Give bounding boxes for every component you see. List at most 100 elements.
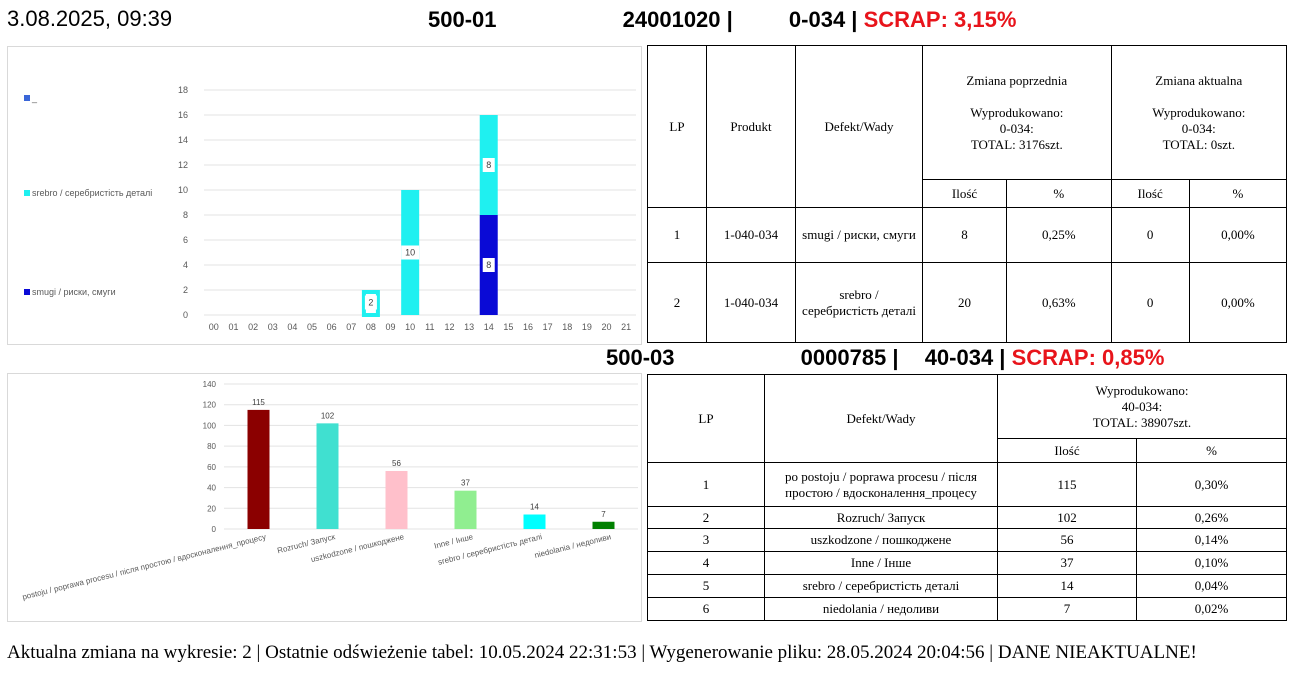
x-tick-label: 00 (209, 322, 219, 332)
th-curr-pct: % (1188, 179, 1288, 208)
legend-swatch (24, 95, 30, 101)
bar (592, 521, 615, 529)
cell-curr-qty: 0 (1110, 207, 1190, 263)
cell-defekt: Rozruch/ Запуск (764, 506, 998, 529)
cell-prev-pct: 0,63% (1006, 262, 1112, 343)
y-tick-label: 14 (178, 135, 188, 145)
cell-curr-pct: 0,00% (1188, 207, 1288, 263)
prev-shift-produced: Wyprodukowano: (970, 104, 1064, 120)
hourly-defects-chart: 0 2 4 6 8 10 12 14 16 18 00 01 02 03 04 05 06 07 08 09 10 11 1… (7, 46, 642, 345)
curr-shift-title: Zmiana aktualna (1155, 72, 1243, 88)
cell-qty: 115 (997, 462, 1137, 507)
th-defekt: Defekt/Wady (764, 374, 998, 463)
y-tick-label: 2 (183, 285, 188, 295)
y-tick-label: 4 (183, 260, 188, 270)
cell-curr-pct: 0,00% (1188, 262, 1288, 343)
x-tick-label: 13 (464, 322, 474, 332)
th-defekt: Defekt/Wady (795, 45, 923, 208)
cell-pct: 0,26% (1136, 506, 1287, 529)
x-tick-label: 12 (444, 322, 454, 332)
table-row: 1 po postoju / poprawa procesu / після п… (647, 462, 1287, 507)
y-tick-label: 140 (203, 380, 217, 389)
cell-qty: 56 (997, 528, 1137, 552)
data-label: 37 (461, 479, 470, 488)
bar (316, 423, 339, 529)
th-pct: % (1136, 438, 1287, 463)
cell-defekt: srebro / серебристість деталі (764, 574, 998, 598)
th-prev-qty: Ilość (921, 179, 1008, 208)
table-row: 4 Inne / Інше 37 0,10% (647, 551, 1287, 575)
x-tick-label: 20 (602, 322, 612, 332)
y-tick-label: 100 (203, 421, 217, 430)
header-2-scrap: SCRAP: 0,85% (1011, 345, 1165, 370)
x-tick-label: 10 (405, 322, 415, 332)
cell-pct: 0,04% (1136, 574, 1287, 598)
th-curr-qty: Ilość (1110, 179, 1190, 208)
cell-pct: 0,30% (1136, 462, 1287, 507)
cell-lp: 2 (647, 506, 765, 529)
x-tick-label: 08 (366, 322, 376, 332)
y-tick-label: 10 (178, 185, 188, 195)
cell-pct: 0,14% (1136, 528, 1287, 552)
y-tick-label: 120 (203, 401, 217, 410)
x-tick-label: 19 (582, 322, 592, 332)
table-row: 2 1-040-034 srebro / серебристість детал… (647, 262, 1288, 343)
y-tick-label: 40 (207, 484, 216, 493)
cell-pct: 0,10% (1136, 551, 1287, 575)
bar (523, 514, 546, 529)
cell-lp: 6 (647, 597, 765, 621)
header-2-part2: 0000785 | (800, 345, 899, 370)
cell-produkt: 1-040-034 (706, 262, 796, 343)
x-tick-label: 04 (287, 322, 297, 332)
cell-lp: 3 (647, 528, 765, 552)
data-label-bg (482, 258, 495, 272)
produced-part: 40-034: (1121, 398, 1163, 414)
header-1-part1: 500-01 (428, 7, 497, 32)
x-tick-label: 07 (346, 322, 356, 332)
legend-label: srebro / серебристість деталі (32, 188, 152, 198)
data-label: 102 (321, 411, 335, 420)
data-label: 10 (405, 248, 415, 258)
x-tick-label: 06 (327, 322, 337, 332)
table-current-shift: LP Produkt Defekt/Wady Zmiana poprzednia… (647, 45, 1288, 343)
x-tick-label: 14 (484, 322, 494, 332)
legend-label: _ (31, 93, 38, 103)
x-tick-label: 21 (621, 322, 631, 332)
x-tick-label: postoju / poprawa procesu / після просто… (21, 532, 267, 601)
table-row: 3 uszkodzone / пошкоджене 56 0,14% (647, 528, 1287, 552)
y-tick-label: 16 (178, 110, 188, 120)
x-tick-label: 11 (425, 322, 434, 332)
produced-total: TOTAL: 38907szt. (1092, 414, 1192, 430)
table-row: 6 niedolania / недоливи 7 0,02% (647, 597, 1287, 621)
cell-defekt: uszkodzone / пошкоджене (764, 528, 998, 552)
data-label: 8 (486, 260, 491, 270)
prev-shift-total: TOTAL: 3176szt. (970, 136, 1063, 152)
legend-swatch (24, 190, 30, 196)
th-lp: LP (647, 45, 707, 208)
data-label: 115 (252, 398, 265, 407)
th-prev-shift: Zmiana poprzednia Wyprodukowano: 0-034: … (922, 45, 1112, 180)
legend-swatch (24, 289, 30, 295)
cell-curr-qty: 0 (1110, 262, 1190, 343)
prev-shift-title: Zmiana poprzednia (966, 72, 1068, 88)
data-label-bg (364, 295, 377, 310)
x-tick-label: niedolania / недоливи (534, 532, 612, 560)
bar (247, 409, 270, 529)
cell-qty: 7 (997, 597, 1137, 621)
bar (454, 490, 477, 529)
cell-prev-qty: 20 (921, 262, 1008, 343)
x-tick-label: 02 (248, 322, 258, 332)
prev-shift-part: 0-034: (999, 120, 1034, 136)
y-tick-label: 60 (207, 463, 216, 472)
header-line-1: 500-01 24001020 | 0-034 | SCRAP: 3,15% (428, 7, 1016, 33)
data-label: 56 (392, 459, 401, 468)
cell-defekt: Inne / Інше (764, 551, 998, 575)
data-label: 7 (601, 510, 606, 519)
y-tick-label: 8 (183, 210, 188, 220)
y-tick-label: 0 (212, 525, 217, 534)
y-tick-label: 0 (183, 310, 188, 320)
data-label-bg (482, 158, 495, 172)
x-tick-label: 15 (503, 322, 513, 332)
data-label: 14 (530, 503, 539, 512)
